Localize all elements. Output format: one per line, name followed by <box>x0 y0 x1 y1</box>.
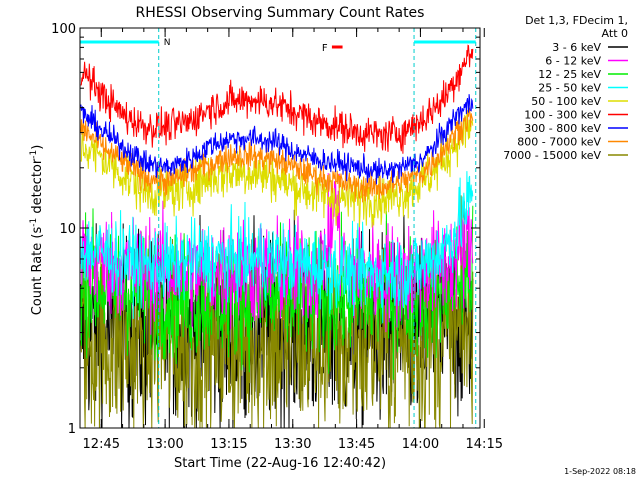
night-label: N <box>164 38 171 48</box>
y-tick-label: 10 <box>59 222 76 237</box>
x-tick-label: 13:15 <box>210 437 247 452</box>
legend-entry-label: 3 - 6 keV <box>552 41 601 54</box>
y-tick-label: 100 <box>51 22 76 37</box>
chart-title: RHESSI Observing Summary Count Rates <box>136 5 425 21</box>
legend-header-line: Att 0 <box>602 27 628 40</box>
y-axis-label-tail: detector <box>30 158 45 218</box>
flare-label: F <box>322 43 328 54</box>
series-100-300-kev <box>80 44 474 154</box>
legend-header-line: Det 1,3, FDecim 1, <box>525 14 628 27</box>
series-300-800-kev <box>80 94 474 185</box>
legend-entry-label: 800 - 7000 keV <box>517 136 601 149</box>
x-axis-label: Start Time (22-Aug-16 12:40:42) <box>174 456 386 471</box>
legend-entry-label: 100 - 300 keV <box>524 109 601 122</box>
series-12-25-kev <box>80 205 474 380</box>
legend-entry-label: 300 - 800 keV <box>524 122 601 135</box>
axis-layer: 12:45 13:00 13:15 13:30 13:45 14:00 14:15 1 10 10… <box>51 22 503 452</box>
legend-entry-label: 25 - 50 keV <box>538 82 601 95</box>
series-layer <box>80 44 474 430</box>
legend-entry-label: 7000 - 15000 keV <box>503 149 601 162</box>
x-tick-label: 14:00 <box>402 437 439 452</box>
legend-entry-label: 6 - 12 keV <box>545 55 601 68</box>
legend-entry-label: 50 - 100 keV <box>531 95 601 108</box>
legend-entry-label: 12 - 25 keV <box>538 68 601 81</box>
y-axis-label-main: Count Rate (s <box>30 227 45 316</box>
series-25-50-kev <box>80 171 474 324</box>
x-tick-label: 13:45 <box>338 437 375 452</box>
footer-timestamp: 1-Sep-2022 08:18 <box>564 467 636 476</box>
x-tick-label: 13:30 <box>274 437 311 452</box>
series-800-7000-kev <box>80 107 474 203</box>
x-tick-label: 14:15 <box>466 437 503 452</box>
x-tick-label: 13:00 <box>146 437 183 452</box>
y-axis-label: Count Rate (s-1 detector-1) <box>29 145 45 316</box>
y-tick-label: 1 <box>68 422 76 437</box>
y-axis-label-sup2: -1 <box>29 150 39 159</box>
y-axis-label-sup: -1 <box>29 218 39 227</box>
x-tick-label: 12:45 <box>83 437 120 452</box>
y-axis-label-close: ) <box>30 145 45 150</box>
